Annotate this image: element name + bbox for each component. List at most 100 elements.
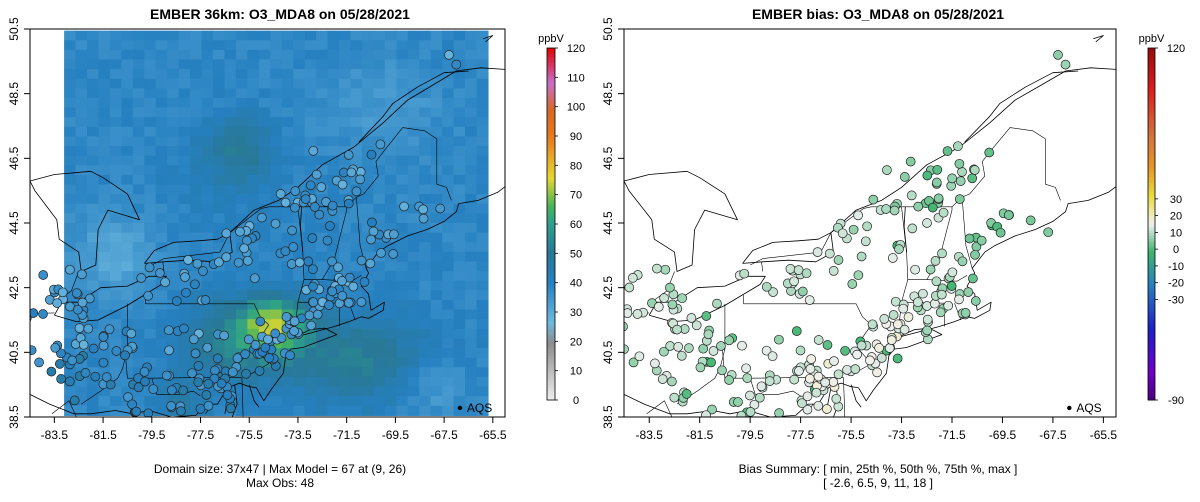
grid-cell <box>155 59 168 70</box>
grid-cell <box>224 194 237 205</box>
grid-cell <box>64 328 77 340</box>
station-marker <box>254 366 265 376</box>
state-border <box>743 295 872 326</box>
grid-cell <box>144 174 157 186</box>
grid-cell <box>109 107 122 118</box>
bay-shore <box>850 384 862 408</box>
grid-cell <box>293 319 306 330</box>
station-marker <box>797 286 808 297</box>
grid-cell <box>258 155 271 166</box>
grid-cell <box>155 49 168 61</box>
grid-cell <box>350 242 363 253</box>
grid-cell <box>316 69 329 80</box>
station-marker <box>925 264 936 275</box>
colorbar-segment <box>547 235 555 240</box>
grid-cell <box>178 223 191 234</box>
grid-cell <box>407 319 420 330</box>
grid-cell <box>270 213 283 224</box>
grid-cell <box>419 69 432 80</box>
grid-cell <box>167 271 180 282</box>
grid-cell <box>327 184 340 195</box>
grid-cell <box>430 59 443 70</box>
grid-cell <box>87 107 100 118</box>
grid-cell <box>270 271 283 282</box>
grid-cell <box>98 136 111 147</box>
grid-cell <box>247 386 260 397</box>
grid-cell <box>396 126 409 138</box>
station-marker <box>881 204 891 214</box>
station-marker <box>802 391 813 402</box>
x-tick-label: -83.5 <box>41 428 69 442</box>
grid-cell <box>201 30 214 41</box>
station-marker <box>337 179 348 190</box>
grid-cell <box>178 261 191 272</box>
grid-cell <box>87 319 100 330</box>
grid-cell <box>201 136 214 147</box>
grid-cell <box>235 405 248 416</box>
grid-cell <box>270 69 283 80</box>
station-marker <box>356 297 367 307</box>
grid-cell <box>396 117 409 128</box>
colorbar-segment <box>547 282 555 287</box>
grid-cell <box>396 232 409 243</box>
grid-cell <box>453 271 466 282</box>
colorbar-segment <box>1148 270 1155 275</box>
colorbar-segment <box>547 397 555 401</box>
grid-cell <box>316 88 329 99</box>
grid-cell <box>396 155 409 166</box>
grid-cell <box>144 338 157 349</box>
grid-cell <box>327 146 340 157</box>
grid-cell <box>64 338 77 349</box>
station-marker <box>882 165 892 175</box>
grid-cell <box>109 203 122 214</box>
colorbar-segment <box>547 332 555 336</box>
grid-cell <box>407 194 420 205</box>
grid-cell <box>270 155 283 166</box>
colorbar-segment <box>1148 273 1155 278</box>
colorbar-segment <box>547 109 555 114</box>
grid-cell <box>476 174 489 186</box>
grid-cell <box>361 155 374 166</box>
grid-cell <box>361 405 374 416</box>
grid-cell <box>132 290 145 301</box>
grid-cell <box>213 251 226 263</box>
station-marker <box>774 408 784 417</box>
grid-cell <box>213 280 226 291</box>
station-marker <box>868 194 879 205</box>
colorbar-segment <box>547 209 555 213</box>
colorbar-segment <box>1148 312 1155 316</box>
grid-cell <box>361 223 374 234</box>
station-marker <box>250 340 261 350</box>
grid-cell <box>213 88 226 99</box>
grid-cell <box>419 223 432 234</box>
grid-cell <box>64 155 77 166</box>
grid-cell <box>373 40 386 51</box>
grid-cell <box>121 59 134 70</box>
station-marker <box>628 357 639 368</box>
station-marker <box>451 59 462 70</box>
grid-cell <box>453 97 466 109</box>
station-marker <box>270 218 281 229</box>
grid-cell <box>270 290 283 301</box>
station-marker <box>288 242 299 252</box>
map-area <box>624 35 1116 417</box>
colorbar-segment <box>1148 124 1155 128</box>
grid-cell <box>64 165 77 176</box>
station-marker <box>133 382 144 393</box>
colorbar-segment <box>1148 247 1155 251</box>
grid-cell <box>339 357 352 368</box>
grid-cell <box>281 251 294 263</box>
colorbar-segment <box>1148 59 1155 64</box>
grid-cell <box>155 136 168 147</box>
station-marker <box>865 355 875 366</box>
colorbar-segment <box>1148 209 1155 213</box>
grid-cell <box>442 309 455 320</box>
grid-cell <box>453 136 466 147</box>
grid-cell <box>247 59 260 70</box>
grid-cell <box>281 30 294 41</box>
colorbar-segment <box>1148 309 1155 313</box>
grid-cell <box>384 165 397 176</box>
grid-cell <box>316 376 329 388</box>
station-marker <box>813 400 824 411</box>
grid-cell <box>304 386 317 397</box>
